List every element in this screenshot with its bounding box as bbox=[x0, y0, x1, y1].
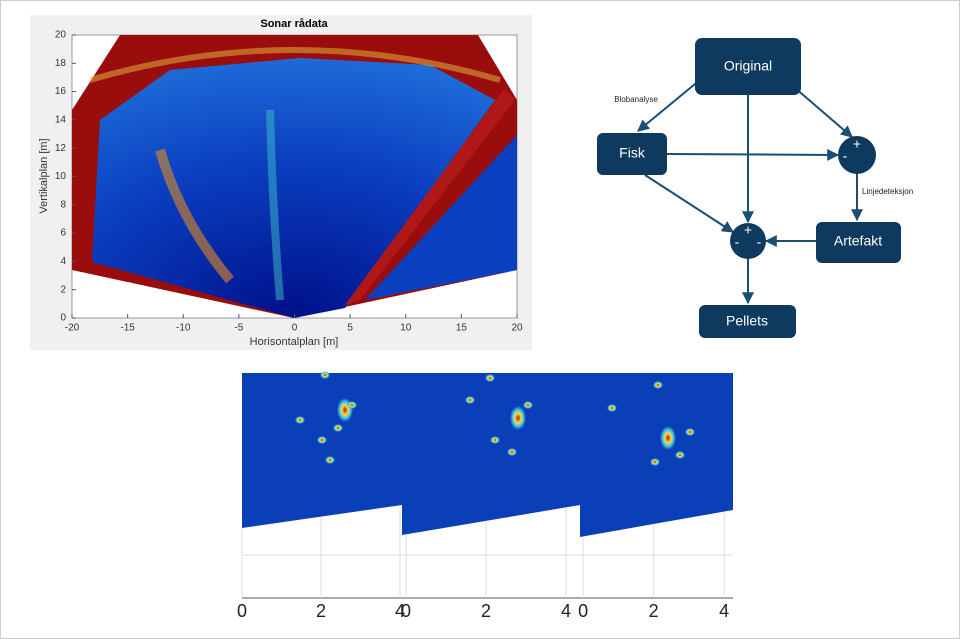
y-tick-label: 0 bbox=[60, 313, 66, 324]
blob bbox=[347, 401, 357, 409]
blob bbox=[490, 436, 500, 444]
x-tick-label: 2 bbox=[316, 601, 326, 621]
x-tick-label: 0 bbox=[292, 323, 298, 334]
y-tick-label: 4 bbox=[60, 256, 66, 267]
blob bbox=[485, 374, 495, 382]
junction-sign: + bbox=[853, 136, 861, 152]
x-tick-label: 0 bbox=[237, 601, 247, 621]
junction-sign: - bbox=[843, 148, 848, 164]
sonar-image bbox=[72, 35, 517, 318]
blob bbox=[653, 381, 663, 389]
panel-image bbox=[242, 373, 402, 528]
node: Artefakt bbox=[816, 222, 901, 263]
node-label: Original bbox=[724, 58, 772, 74]
blob bbox=[685, 428, 695, 436]
junction: + - bbox=[838, 136, 876, 174]
junction-sign: + bbox=[744, 222, 752, 238]
blob bbox=[510, 406, 526, 430]
junction-sign: - bbox=[735, 234, 740, 250]
edge bbox=[667, 154, 838, 155]
x-tick-label: 4 bbox=[719, 601, 729, 621]
y-tick-label: 16 bbox=[55, 86, 67, 97]
y-tick-label: 18 bbox=[55, 58, 67, 69]
x-tick-label: 4 bbox=[561, 601, 571, 621]
node: Pellets bbox=[699, 305, 796, 338]
x-tick-label: -10 bbox=[176, 323, 191, 334]
x-tick-label: -5 bbox=[234, 323, 243, 334]
y-tick-label: 6 bbox=[60, 228, 66, 239]
y-tick-label: 12 bbox=[55, 143, 67, 154]
x-tick-label: 20 bbox=[511, 323, 523, 334]
y-tick-label: 10 bbox=[55, 171, 67, 182]
x-tick-label: 2 bbox=[481, 601, 491, 621]
x-tick-label: 5 bbox=[347, 323, 353, 334]
x-tick-label: -20 bbox=[65, 323, 80, 334]
y-tick-label: 2 bbox=[60, 284, 66, 295]
chart-title: Sonar rådata bbox=[260, 18, 328, 30]
x-tick-label: 2 bbox=[649, 601, 659, 621]
y-tick-label: 14 bbox=[55, 115, 67, 126]
blob bbox=[295, 416, 305, 424]
node: Fisk bbox=[597, 133, 667, 175]
x-tick-label: 0 bbox=[578, 601, 588, 621]
blob bbox=[317, 436, 327, 444]
y-axis-label: Vertikalplan [m] bbox=[38, 138, 50, 213]
page: Sonar rådata Horisontalplan [m] Vertikal… bbox=[0, 0, 960, 639]
x-axis-label: Horisontalplan [m] bbox=[250, 336, 339, 348]
blob bbox=[523, 401, 533, 409]
blob bbox=[465, 396, 475, 404]
blob bbox=[507, 448, 517, 456]
blob bbox=[607, 404, 617, 412]
blob bbox=[333, 424, 343, 432]
x-tick-label: 10 bbox=[400, 323, 412, 334]
x-tick-label: 15 bbox=[456, 323, 468, 334]
blob bbox=[660, 426, 676, 450]
blob bbox=[325, 456, 335, 464]
y-tick-label: 8 bbox=[60, 199, 66, 210]
blob bbox=[675, 451, 685, 459]
panel-image bbox=[580, 373, 733, 537]
junction-sign: - bbox=[757, 234, 762, 250]
blob bbox=[650, 458, 660, 466]
node-label: Fisk bbox=[619, 145, 646, 161]
sonar-figure: Sonar rådata Horisontalplan [m] Vertikal… bbox=[30, 15, 532, 350]
node: Original bbox=[695, 38, 801, 95]
y-tick-label: 20 bbox=[55, 30, 67, 41]
edge-label: Linjedeteksjon bbox=[862, 187, 913, 196]
node-label: Pellets bbox=[726, 313, 768, 329]
x-tick-label: 0 bbox=[401, 601, 411, 621]
edge-label: Blobanalyse bbox=[614, 95, 658, 104]
blob bbox=[320, 371, 330, 379]
node-label: Artefakt bbox=[834, 233, 882, 249]
x-tick-label: -15 bbox=[120, 323, 135, 334]
